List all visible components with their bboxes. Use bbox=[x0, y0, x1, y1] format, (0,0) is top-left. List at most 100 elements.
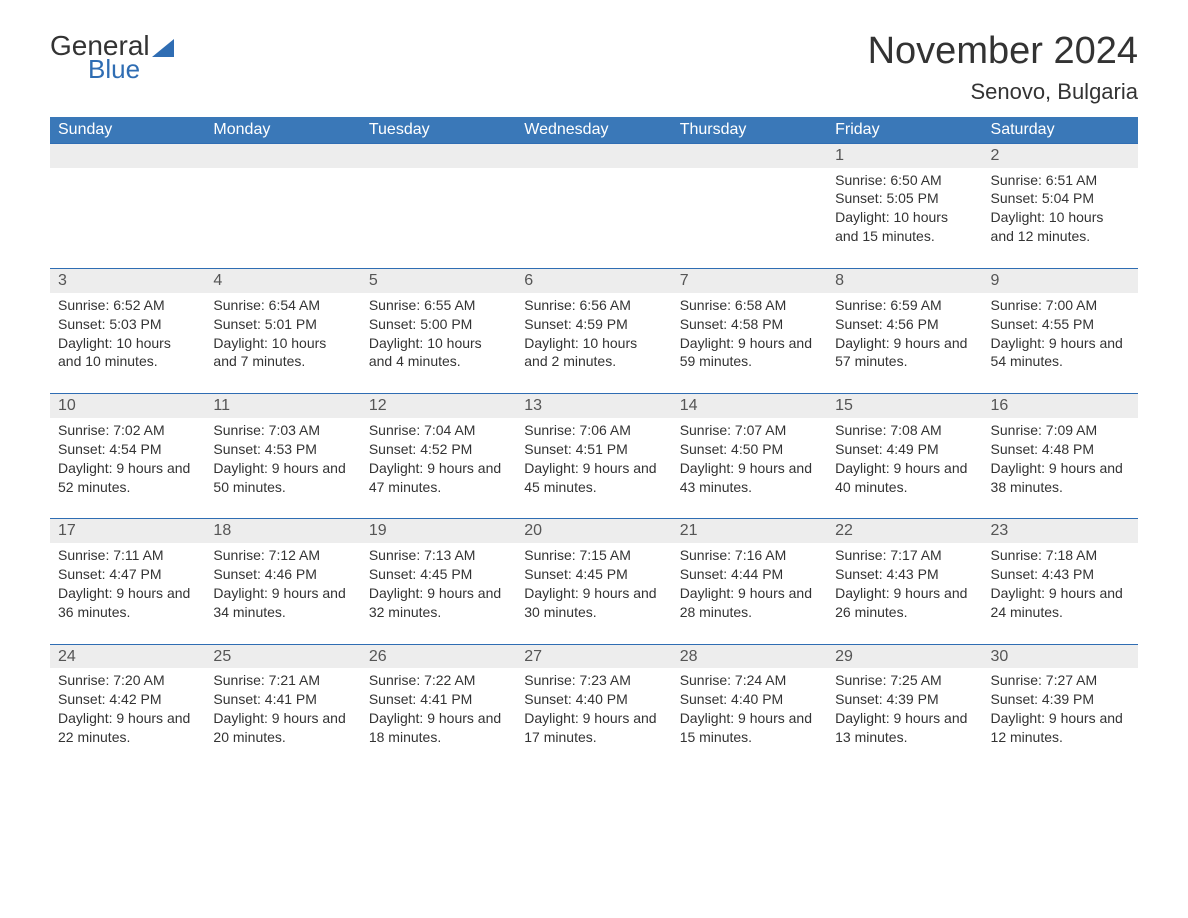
day-number: 3 bbox=[50, 268, 205, 293]
sunset-line: Sunset: 5:04 PM bbox=[991, 189, 1130, 208]
daylight-line: Daylight: 9 hours and 52 minutes. bbox=[58, 459, 197, 497]
sunrise-line: Sunrise: 7:06 AM bbox=[524, 421, 663, 440]
day-number: 2 bbox=[983, 143, 1138, 168]
daylight-line: Daylight: 9 hours and 20 minutes. bbox=[213, 709, 352, 747]
sunrise-line: Sunrise: 7:20 AM bbox=[58, 671, 197, 690]
day-cell: . bbox=[205, 143, 360, 268]
day-cell: 13Sunrise: 7:06 AMSunset: 4:51 PMDayligh… bbox=[516, 393, 671, 518]
day-cell: 29Sunrise: 7:25 AMSunset: 4:39 PMDayligh… bbox=[827, 644, 982, 769]
sunrise-line: Sunrise: 7:02 AM bbox=[58, 421, 197, 440]
day-number: 17 bbox=[50, 518, 205, 543]
sunset-line: Sunset: 5:05 PM bbox=[835, 189, 974, 208]
sunset-line: Sunset: 4:54 PM bbox=[58, 440, 197, 459]
sunset-line: Sunset: 5:00 PM bbox=[369, 315, 508, 334]
day-number: 26 bbox=[361, 644, 516, 669]
day-number: 5 bbox=[361, 268, 516, 293]
day-cell: 24Sunrise: 7:20 AMSunset: 4:42 PMDayligh… bbox=[50, 644, 205, 769]
day-number: 8 bbox=[827, 268, 982, 293]
daylight-line: Daylight: 10 hours and 12 minutes. bbox=[991, 208, 1130, 246]
day-number: 10 bbox=[50, 393, 205, 418]
sunset-line: Sunset: 4:55 PM bbox=[991, 315, 1130, 334]
brand-logo: General Blue bbox=[50, 30, 174, 85]
day-number: 30 bbox=[983, 644, 1138, 669]
day-number: 12 bbox=[361, 393, 516, 418]
weekday-header: Thursday bbox=[672, 117, 827, 143]
day-number: 7 bbox=[672, 268, 827, 293]
day-cell: 22Sunrise: 7:17 AMSunset: 4:43 PMDayligh… bbox=[827, 518, 982, 643]
weekday-header: Saturday bbox=[983, 117, 1138, 143]
day-number: 24 bbox=[50, 644, 205, 669]
sunset-line: Sunset: 4:49 PM bbox=[835, 440, 974, 459]
daylight-line: Daylight: 9 hours and 17 minutes. bbox=[524, 709, 663, 747]
week-row: 17 Sunrise: 7:11 AMSunset: 4:47 PM Dayligh… bbox=[50, 518, 1138, 643]
day-cell: . bbox=[50, 143, 205, 268]
sunset-line: Sunset: 4:56 PM bbox=[835, 315, 974, 334]
day-cell: 28Sunrise: 7:24 AMSunset: 4:40 PMDayligh… bbox=[672, 644, 827, 769]
sunset-line: Sunset: 4:40 PM bbox=[524, 690, 663, 709]
sunset-line: Sunset: 4:43 PM bbox=[835, 565, 974, 584]
day-cell: 1Sunrise: 6:50 AMSunset: 5:05 PMDaylight… bbox=[827, 143, 982, 268]
sunset-line: Sunset: 4:41 PM bbox=[369, 690, 508, 709]
brand-text-blue: Blue bbox=[88, 54, 174, 85]
day-cell: 19Sunrise: 7:13 AMSunset: 4:45 PMDayligh… bbox=[361, 518, 516, 643]
daylight-line: Daylight: 9 hours and 15 minutes. bbox=[680, 709, 819, 747]
day-number: . bbox=[50, 143, 205, 168]
sunset-line: Sunset: 4:39 PM bbox=[835, 690, 974, 709]
weekday-header: Sunday bbox=[50, 117, 205, 143]
sunrise-line: Sunrise: 7:25 AM bbox=[835, 671, 974, 690]
sunset-line: Sunset: 4:45 PM bbox=[369, 565, 508, 584]
sunrise-line: Sunrise: 7:21 AM bbox=[213, 671, 352, 690]
sunset-line: Sunset: 4:59 PM bbox=[524, 315, 663, 334]
day-cell: 18Sunrise: 7:12 AMSunset: 4:46 PMDayligh… bbox=[205, 518, 360, 643]
day-cell: . bbox=[672, 143, 827, 268]
daylight-line: Daylight: 10 hours and 15 minutes. bbox=[835, 208, 974, 246]
day-number: . bbox=[672, 143, 827, 168]
day-number: 6 bbox=[516, 268, 671, 293]
sunset-line: Sunset: 4:46 PM bbox=[213, 565, 352, 584]
day-number: 29 bbox=[827, 644, 982, 669]
day-number: 22 bbox=[827, 518, 982, 543]
day-cell: . bbox=[516, 143, 671, 268]
daylight-line: Daylight: 9 hours and 45 minutes. bbox=[524, 459, 663, 497]
sunset-line: Sunset: 4:44 PM bbox=[680, 565, 819, 584]
sunset-line: Sunset: 4:50 PM bbox=[680, 440, 819, 459]
daylight-line: Daylight: 9 hours and 26 minutes. bbox=[835, 584, 974, 622]
day-cell: 7Sunrise: 6:58 AMSunset: 4:58 PMDaylight… bbox=[672, 268, 827, 393]
sunrise-line: Sunrise: 7:03 AM bbox=[213, 421, 352, 440]
day-number: 4 bbox=[205, 268, 360, 293]
daylight-line: Daylight: 9 hours and 47 minutes. bbox=[369, 459, 508, 497]
sunrise-line: Sunrise: 7:13 AM bbox=[369, 546, 508, 565]
daylight-line: Daylight: 9 hours and 24 minutes. bbox=[991, 584, 1130, 622]
sunset-line: Sunset: 4:40 PM bbox=[680, 690, 819, 709]
calendar-header-row: SundayMondayTuesdayWednesdayThursdayFrid… bbox=[50, 117, 1138, 143]
sunset-line: Sunset: 4:42 PM bbox=[58, 690, 197, 709]
day-cell: 4Sunrise: 6:54 AMSunset: 5:01 PMDaylight… bbox=[205, 268, 360, 393]
week-row: 10Sunrise: 7:02 AMSunset: 4:54 PMDayligh… bbox=[50, 393, 1138, 518]
day-cell: 25Sunrise: 7:21 AMSunset: 4:41 PMDayligh… bbox=[205, 644, 360, 769]
weekday-header: Monday bbox=[205, 117, 360, 143]
sunset-line: Sunset: 4:41 PM bbox=[213, 690, 352, 709]
sunrise-line: Sunrise: 7:11 AM bbox=[58, 546, 197, 565]
sunrise-line: Sunrise: 7:12 AM bbox=[213, 546, 352, 565]
sunset-line: Sunset: 4:45 PM bbox=[524, 565, 663, 584]
sunrise-line: Sunrise: 6:56 AM bbox=[524, 296, 663, 315]
day-number: 20 bbox=[516, 518, 671, 543]
day-cell: 10 Sunrise: 7:02 AMSunset: 4:54 PMDayligh… bbox=[50, 393, 205, 518]
weekday-header: Tuesday bbox=[361, 117, 516, 143]
brand-sail-icon bbox=[152, 39, 174, 57]
sunrise-line: Sunrise: 7:24 AM bbox=[680, 671, 819, 690]
sunset-line: Sunset: 4:48 PM bbox=[991, 440, 1130, 459]
month-title: November 2024 bbox=[174, 30, 1138, 73]
sunset-line: Sunset: 4:58 PM bbox=[680, 315, 819, 334]
day-number: . bbox=[516, 143, 671, 168]
day-number: 23 bbox=[983, 518, 1138, 543]
sunrise-line: Sunrise: 6:52 AM bbox=[58, 296, 197, 315]
sunrise-line: Sunrise: 6:55 AM bbox=[369, 296, 508, 315]
day-number: 16 bbox=[983, 393, 1138, 418]
daylight-line: Daylight: 9 hours and 34 minutes. bbox=[213, 584, 352, 622]
day-cell: 30Sunrise: 7:27 AMSunset: 4:39 PMDayligh… bbox=[983, 644, 1138, 769]
sunrise-line: Sunrise: 7:08 AM bbox=[835, 421, 974, 440]
daylight-line: Daylight: 9 hours and 50 minutes. bbox=[213, 459, 352, 497]
sunset-line: Sunset: 5:01 PM bbox=[213, 315, 352, 334]
sunset-line: Sunset: 4:47 PM bbox=[58, 565, 197, 584]
